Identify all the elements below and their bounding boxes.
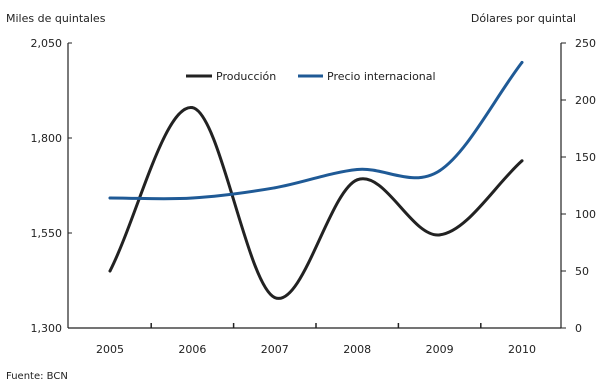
series-2-point	[356, 168, 359, 171]
x-tick-label: 2009	[426, 343, 454, 356]
legend-label-1: Producción	[216, 70, 276, 83]
series-1-point	[109, 270, 112, 273]
y-left-tick-label: 2,050	[31, 37, 63, 50]
y-right-tick-label: 250	[575, 37, 596, 50]
series-1-point	[273, 296, 276, 299]
series-2-point	[521, 61, 524, 64]
x-tick-label: 2005	[96, 343, 124, 356]
y-right-tick-label: 0	[575, 322, 582, 335]
series-2-point	[109, 197, 112, 200]
series-2-point	[438, 169, 441, 172]
y-left-tick-label: 1,800	[31, 132, 63, 145]
axes: 1,300 1,550 1,800 2,050 0 50 100 150 200 250 2005 2…	[31, 37, 597, 356]
y-left-axis-title: Miles de quintales	[6, 12, 106, 25]
y-right-tick-label: 150	[575, 151, 596, 164]
x-tick-label: 2007	[261, 343, 289, 356]
legend-label-2: Precio internacional	[327, 70, 436, 83]
series-1-point	[191, 106, 194, 109]
y-right-tick-label: 100	[575, 208, 596, 221]
series-1-point	[438, 234, 441, 237]
y-right-tick-label: 50	[575, 265, 589, 278]
y-left-tick-label: 1,550	[31, 227, 63, 240]
y-right-tick-label: 200	[575, 94, 596, 107]
x-tick-label: 2006	[178, 343, 206, 356]
x-tick-label: 2008	[343, 343, 371, 356]
series-1-point	[521, 159, 524, 162]
series-1-point	[356, 178, 359, 181]
y-left-tick-label: 1,300	[31, 322, 63, 335]
source-note: Fuente: BCN	[6, 371, 68, 382]
series-layer	[109, 61, 524, 299]
series-line-2	[110, 62, 522, 198]
series-2-point	[191, 197, 194, 200]
x-tick-label: 2010	[508, 343, 536, 356]
series-2-point	[273, 186, 276, 189]
series-line-1	[110, 107, 522, 298]
y-right-axis-title: Dólares por quintal	[471, 12, 576, 25]
legend: Producción Precio internacional	[186, 70, 436, 83]
